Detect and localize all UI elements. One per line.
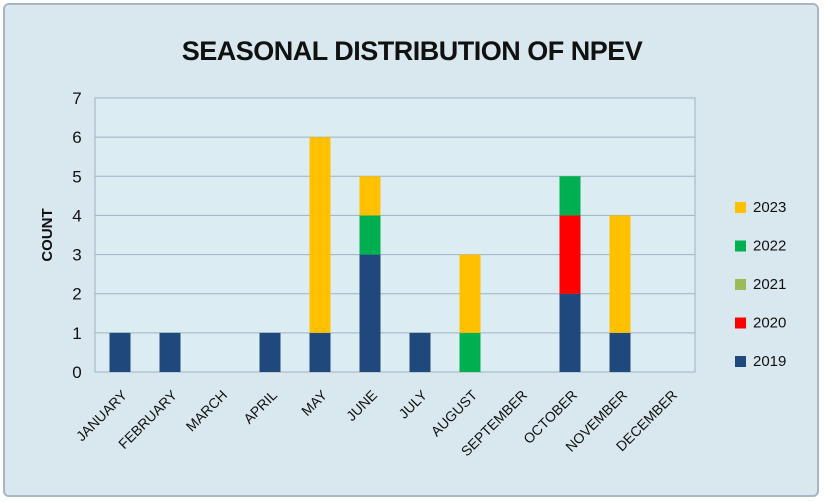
- bar-segment: [609, 332, 631, 372]
- legend-entry: 2022: [753, 238, 786, 255]
- y-tick-label: 7: [72, 89, 81, 108]
- x-tick-label: MAY: [298, 386, 330, 418]
- y-tick-label: 4: [72, 206, 81, 225]
- legend-entry: 2023: [753, 199, 786, 216]
- bar-segment: [309, 332, 331, 372]
- bar-segment: [359, 176, 381, 216]
- bar-segment: [259, 332, 281, 372]
- bar-segment: [609, 215, 631, 333]
- bars: [109, 137, 631, 372]
- bar-segment: [459, 254, 481, 333]
- bar-segment: [559, 215, 581, 294]
- bar-segment: [559, 176, 581, 216]
- bar-segment: [309, 137, 331, 333]
- legend-entry: 2019: [753, 353, 786, 370]
- y-axis-label: COUNT: [39, 208, 56, 261]
- bar-segment: [459, 332, 481, 372]
- legend-swatch: [735, 317, 746, 329]
- y-tick-label: 3: [72, 246, 81, 265]
- plot-area: [94, 97, 696, 373]
- legend-swatch: [735, 279, 746, 290]
- x-tick-label: MARCH: [183, 387, 231, 435]
- legend-swatch: [735, 356, 746, 367]
- bar-segment: [359, 254, 381, 372]
- y-tick-label: 6: [72, 128, 81, 147]
- gridlines: [95, 97, 695, 373]
- x-tick-label: APRIL: [240, 387, 280, 427]
- y-tick-label: 0: [72, 363, 81, 382]
- bar-segment: [409, 332, 431, 372]
- chart-title: SEASONAL DISTRIBUTION OF NPEV: [182, 36, 643, 66]
- y-tick-label: 1: [72, 324, 81, 343]
- legend-swatch: [735, 240, 746, 252]
- bar-segment: [359, 215, 381, 255]
- legend-swatch: [735, 202, 746, 213]
- y-tick-label: 5: [72, 167, 81, 186]
- bar-segment: [159, 332, 181, 372]
- legend-entry: 2020: [753, 315, 786, 332]
- x-tick-label: AUGUST: [428, 386, 481, 439]
- legend-entry: 2021: [753, 276, 786, 293]
- bar-segment: [559, 293, 581, 372]
- x-tick-label: JUNE: [343, 387, 380, 424]
- y-tick-label: 2: [72, 285, 81, 304]
- legend: 2023 2022 2021 2020 2019: [735, 199, 786, 370]
- bar-segment: [109, 332, 131, 372]
- y-axis-ticks: 0 1 2 3 4 5 6 7: [72, 89, 81, 382]
- x-tick-label: JULY: [395, 386, 430, 421]
